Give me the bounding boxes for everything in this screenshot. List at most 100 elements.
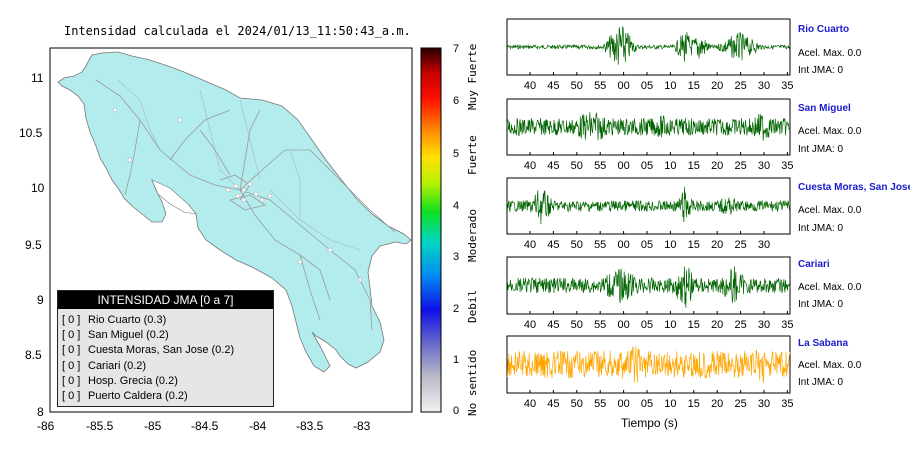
time-tick-label: 00: [617, 160, 629, 172]
map-xtick--85.5: -85.5: [86, 419, 114, 433]
legend-item: [ 0 ] Puerto Caldera (0.2): [62, 389, 273, 404]
legend-item-name: Cuesta Moras, San Jose (0.2): [88, 344, 235, 357]
time-tick-label: 15: [688, 160, 700, 172]
time-tick-label: 40: [524, 80, 536, 92]
waveform-trace: [506, 186, 791, 225]
colorbar-tick-6: 6: [453, 95, 460, 107]
time-axis-label: Tiempo (s): [621, 416, 678, 430]
time-tick-label: 15: [688, 239, 700, 251]
waveform-panel: 40 45 50 55 00 05 10 15 20 25 30 35: [506, 335, 794, 410]
time-tick-label: 05: [641, 80, 653, 92]
time-tick-label: 20: [711, 160, 723, 172]
station-int-san-miguel: Int JMA: 0: [798, 144, 844, 155]
urban-markers: [112, 107, 363, 283]
time-tick-label: 55: [594, 319, 606, 331]
map-ytick-8: 8: [37, 405, 44, 419]
time-tick-label: 15: [688, 319, 700, 331]
time-tick-label: 25: [734, 239, 746, 251]
station-name-la-sabana: La Sabana: [798, 338, 849, 349]
waveform-panel: 40 45 50 55 00 05 10 15 20 25 30: [506, 177, 791, 251]
station-name-cariari: Cariari: [798, 259, 830, 270]
station-acc-la-sabana: Acel. Max. 0.0: [798, 360, 862, 371]
time-tick-label: 15: [688, 80, 700, 92]
time-tick-label: 20: [711, 239, 723, 251]
legend-item-level: [ 0 ]: [62, 314, 81, 326]
legend-item: [ 0 ] Cuesta Moras, San Jose (0.2): [62, 343, 273, 358]
station-acc-cuesta-moras: Acel. Max. 0.0: [798, 205, 862, 216]
time-tick-label: 35: [781, 80, 793, 92]
time-tick-label: 55: [594, 398, 606, 410]
legend-item-level: [ 0 ]: [62, 329, 81, 342]
time-tick-label: 40: [524, 239, 536, 251]
map-xtick--83: -83: [353, 419, 371, 433]
map-xtick--86: -86: [37, 419, 55, 433]
map-ytick-9.5: 9.5: [25, 238, 42, 252]
time-tick-label: 20: [711, 319, 723, 331]
time-tick-label: 35: [781, 160, 793, 172]
time-tick-label: 10: [664, 239, 676, 251]
time-tick-label: 45: [547, 319, 559, 331]
time-tick-label: 50: [571, 160, 583, 172]
time-tick-label: 10: [664, 319, 676, 331]
time-tick-label: 35: [781, 398, 793, 410]
time-tick-label: 55: [594, 80, 606, 92]
station-int-cariari: Int JMA: 0: [798, 299, 844, 310]
time-tick-label: 55: [594, 160, 606, 172]
time-tick-label: 05: [641, 398, 653, 410]
colorbar-gradient: [420, 47, 442, 413]
time-tick-label: 05: [641, 160, 653, 172]
time-tick-label: 35: [781, 319, 793, 331]
legend-title: INTENSIDAD JMA [0 a 7]: [58, 291, 273, 309]
station-name-cuesta-moras: Cuesta Moras, San Jose: [798, 182, 910, 193]
legend-item-level: [ 0 ]: [62, 390, 81, 403]
time-tick-label: 40: [524, 319, 536, 331]
waveform-trace: [506, 26, 791, 65]
legend-item-name: Rio Cuarto (0.3): [88, 314, 167, 326]
legend-item-level: [ 0 ]: [62, 374, 81, 387]
colorbar-tick-5: 5: [453, 148, 460, 160]
time-tick-label: 00: [617, 80, 629, 92]
time-tick-label: 50: [571, 80, 583, 92]
time-tick-label: 05: [641, 319, 653, 331]
time-tick-label: 30: [758, 239, 770, 251]
colorbar-tick-0: 0: [453, 405, 460, 417]
province-borders: [117, 79, 361, 251]
legend-item-name: Cariari (0.2): [88, 359, 147, 372]
time-tick-label: 40: [524, 398, 536, 410]
time-tick-label: 30: [758, 319, 770, 331]
map-title: Intensidad calculada el 2024/01/13_11:50…: [64, 24, 411, 38]
map-xtick--85: -85: [144, 419, 162, 433]
map-ytick-8.5: 8.5: [25, 348, 42, 362]
station-int-la-sabana: Int JMA: 0: [798, 377, 844, 388]
time-tick-label: 30: [758, 160, 770, 172]
colorbar-tick-7: 7: [453, 43, 460, 55]
station-acc-rio-cuarto: Acel. Max. 0.0: [798, 48, 862, 59]
time-tick-label: 40: [524, 160, 536, 172]
legend-item-name: Puerto Caldera (0.2): [88, 390, 188, 403]
map-ytick-10.5: 10.5: [19, 126, 43, 140]
station-acc-san-miguel: Acel. Max. 0.0: [798, 126, 862, 137]
legend-item-level: [ 0 ]: [62, 359, 81, 372]
waveform-panel: 40 45 50 55 00 05 10 15 20 25 30 35: [506, 18, 794, 92]
time-tick-label: 45: [547, 398, 559, 410]
time-tick-label: 25: [734, 80, 746, 92]
time-tick-label: 00: [617, 319, 629, 331]
time-tick-label: 10: [664, 80, 676, 92]
map-ytick-10: 10: [31, 181, 45, 195]
waveform-panel: 40 45 50 55 00 05 10 15 20 25 30 35: [506, 256, 794, 331]
costa-rica-landmass: [57, 51, 412, 373]
station-int-cuesta-moras: Int JMA: 0: [798, 223, 844, 234]
time-tick-label: 50: [571, 398, 583, 410]
time-tick-label: 50: [571, 319, 583, 331]
waveform-trace: [506, 266, 791, 308]
station-name-san-miguel: San Miguel: [798, 103, 851, 114]
station-int-rio-cuarto: Int JMA: 0: [798, 65, 844, 76]
legend-item: [ 0 ] Cariari (0.2): [62, 359, 273, 374]
station-acc-cariari: Acel. Max. 0.0: [798, 282, 862, 293]
legend-item: [ 0 ] Rio Cuarto (0.3): [62, 313, 273, 328]
colorbar-tick-4: 4: [453, 200, 460, 212]
time-tick-label: 45: [547, 239, 559, 251]
time-tick-label: 45: [547, 80, 559, 92]
time-tick-label: 45: [547, 160, 559, 172]
